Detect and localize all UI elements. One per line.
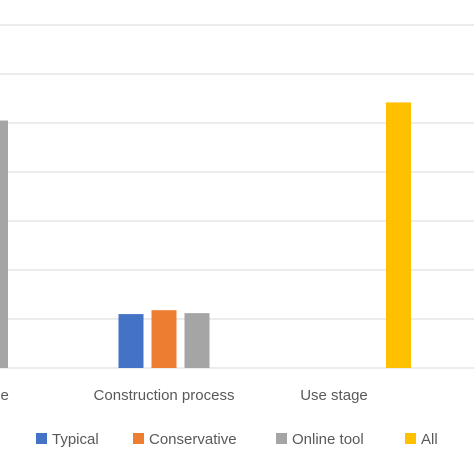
category-label: Construction process	[94, 387, 235, 404]
legend-swatch-online-tool	[276, 433, 287, 444]
bar-conservative-1	[151, 310, 177, 368]
legend-label-all: All	[421, 431, 438, 448]
legend-swatch-all	[405, 433, 416, 444]
legend-label-typical: Typical	[52, 431, 99, 448]
legend-swatch-typical	[36, 433, 47, 444]
legend-label-online-tool: Online tool	[292, 431, 364, 448]
legend-label-conservative: Conservative	[149, 431, 237, 448]
legend-swatch-conservative	[133, 433, 144, 444]
gridlines	[0, 24, 474, 369]
bar-online-tool-0	[0, 120, 8, 368]
bar-all-2	[386, 102, 411, 369]
legend: Typical Conservative Online tool All	[36, 431, 438, 448]
bar-typical-1	[118, 314, 144, 368]
category-label: Use stage	[300, 387, 368, 404]
bars	[0, 102, 411, 369]
category-label: ...tage	[0, 387, 9, 404]
bar-online-tool-1	[184, 313, 210, 368]
category-labels: ...tage Construction process Use stage	[0, 387, 368, 404]
